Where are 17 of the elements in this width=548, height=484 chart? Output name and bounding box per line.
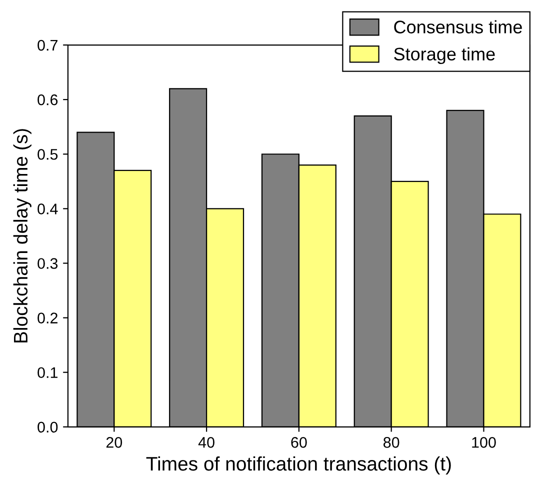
y-tick-label: 0.0 xyxy=(38,422,58,433)
y-axis-title: Blockchain delay time (s) xyxy=(13,129,32,342)
x-tick-label: 60 xyxy=(291,437,307,448)
x-tick-label: 40 xyxy=(198,437,214,448)
y-tick-label: 0.1 xyxy=(38,367,58,378)
y-tick-label: 0.6 xyxy=(38,94,58,106)
y-tick-label: 0.5 xyxy=(38,148,58,160)
legend-label: Consensus time xyxy=(394,20,522,34)
x-axis-title: Times of notification transactions (t) xyxy=(146,456,451,475)
y-tick-label: 0.4 xyxy=(38,204,58,214)
x-tick-label: 20 xyxy=(106,437,122,448)
legend-label: Storage time xyxy=(394,47,495,64)
y-tick-label: 0.3 xyxy=(38,258,58,269)
x-tick-label: 100 xyxy=(472,437,496,448)
x-tick-label: 80 xyxy=(383,437,400,448)
y-tick-label: 0.2 xyxy=(38,312,58,324)
y-tick-label: 0.7 xyxy=(38,40,58,51)
